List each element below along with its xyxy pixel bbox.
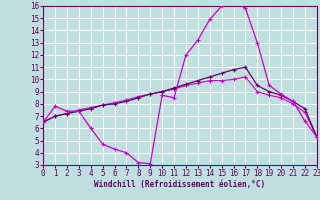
X-axis label: Windchill (Refroidissement éolien,°C): Windchill (Refroidissement éolien,°C) [94, 180, 266, 189]
